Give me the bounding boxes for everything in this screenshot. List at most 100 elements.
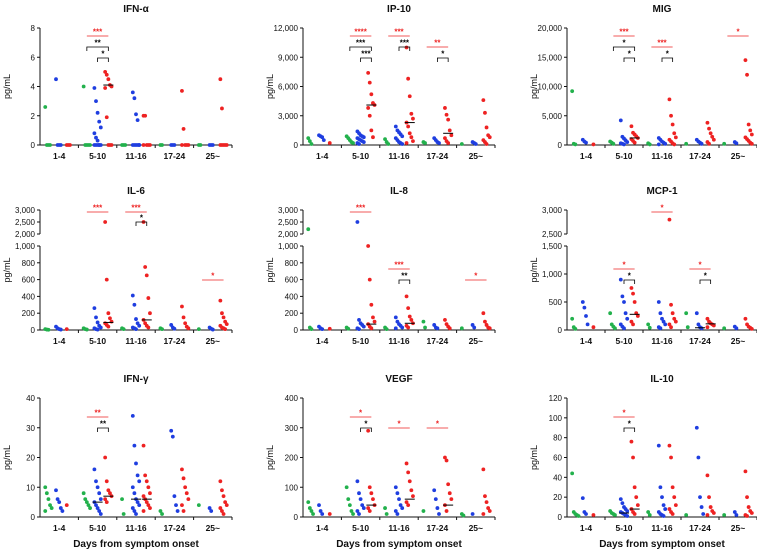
point-green: [306, 136, 311, 141]
point-blue: [393, 315, 398, 320]
point-red: [104, 479, 109, 484]
y-tick-label: 5,000: [542, 112, 563, 121]
point-red: [673, 319, 678, 324]
point-red: [369, 491, 374, 496]
significance-label: ***: [361, 50, 371, 59]
significance-label: **: [401, 272, 408, 281]
point-green: [123, 143, 128, 147]
point-blue: [95, 506, 100, 510]
point-red: [672, 131, 677, 136]
point-blue: [699, 505, 704, 509]
point-red: [103, 220, 108, 224]
point-blue: [92, 86, 97, 90]
point-red: [443, 318, 447, 322]
point-blue: [435, 506, 440, 510]
x-tick-label: 5-10: [615, 151, 632, 161]
point-red: [711, 137, 716, 142]
point-green: [46, 497, 51, 502]
x-tick-label: 11-16: [651, 336, 673, 346]
y-tick-label: 0: [31, 513, 36, 522]
point-red: [670, 512, 675, 516]
point-red: [106, 77, 111, 82]
point-red: [180, 503, 184, 507]
point-green: [461, 513, 466, 518]
y-tick-label: 1,000: [542, 270, 563, 279]
point-blue: [437, 512, 441, 516]
y-tick-label: 1,500: [542, 242, 563, 251]
point-red: [708, 505, 713, 509]
point-red: [409, 111, 414, 116]
point-green: [570, 316, 575, 321]
y-tick-label: 20: [553, 493, 562, 502]
y-tick-label: 40: [26, 394, 35, 403]
point-blue: [135, 473, 140, 478]
point-green: [684, 141, 689, 146]
panel-ifn-: IFN-γ pg/mL 0 10 20 30 40 1-4 5-10 11-16 17-24 25~ D…: [2, 374, 233, 550]
point-blue: [623, 311, 628, 316]
point-blue: [622, 300, 626, 304]
point-green: [43, 105, 48, 109]
significance-label: **: [94, 39, 101, 48]
x-tick-label: 25~: [206, 523, 220, 533]
point-red: [148, 491, 152, 496]
point-green: [573, 326, 578, 331]
y-tick-label: 0: [31, 141, 36, 150]
point-blue: [395, 491, 400, 496]
point-red: [407, 479, 412, 484]
significance-label: ***: [356, 204, 366, 213]
x-tick-label: 25~: [731, 151, 745, 161]
point-red: [749, 132, 754, 137]
point-blue: [97, 143, 102, 147]
point-red: [407, 314, 412, 319]
point-green: [49, 506, 54, 510]
point-blue: [663, 322, 668, 327]
x-tick-label: 25~: [731, 523, 745, 533]
significance-label: *: [704, 272, 708, 281]
y-axis-label: pg/mL: [529, 257, 539, 282]
point-blue: [618, 118, 623, 123]
point-red: [367, 509, 372, 513]
point-red: [743, 58, 748, 63]
point-red: [180, 467, 184, 472]
point-red: [669, 455, 673, 460]
point-red: [103, 86, 108, 90]
point-blue: [321, 138, 326, 143]
point-red: [409, 135, 414, 140]
point-blue: [361, 135, 366, 140]
point-red: [220, 311, 224, 316]
x-tick-label: 17-24: [427, 151, 449, 161]
point-red: [180, 88, 184, 93]
x-tick-label: 5-10: [615, 336, 632, 346]
point-blue: [130, 506, 135, 510]
point-red: [487, 509, 492, 513]
point-green: [198, 143, 203, 147]
y-tick-label: 0: [294, 513, 299, 522]
point-red: [104, 277, 109, 282]
x-tick-label: 11-16: [125, 151, 147, 161]
point-red: [106, 311, 111, 316]
panel-il-8: IL-8 pg/mL 0 200 400 600 800 1,000 2,000 2,500 3,0…: [265, 186, 496, 346]
point-red: [591, 325, 596, 330]
point-blue: [663, 507, 668, 511]
point-blue: [618, 497, 623, 502]
point-red: [220, 143, 224, 147]
x-tick-label: 11-16: [125, 336, 147, 346]
point-red: [144, 479, 149, 484]
point-red: [366, 106, 371, 110]
x-tick-label: 5-10: [352, 151, 369, 161]
point-green: [83, 497, 88, 502]
y-tick-label: 1,000: [278, 242, 299, 251]
x-tick-label: 25~: [206, 151, 220, 161]
point-red: [443, 136, 447, 141]
point-blue: [696, 322, 701, 327]
point-blue: [661, 503, 666, 507]
point-blue: [698, 495, 702, 500]
y-tick-label: 300: [285, 424, 299, 433]
x-tick-label: 25~: [206, 336, 220, 346]
point-blue: [132, 443, 137, 448]
point-blue: [625, 140, 630, 144]
point-red: [631, 291, 635, 296]
point-green: [81, 84, 86, 89]
point-red: [673, 503, 678, 507]
point-green: [86, 503, 91, 507]
